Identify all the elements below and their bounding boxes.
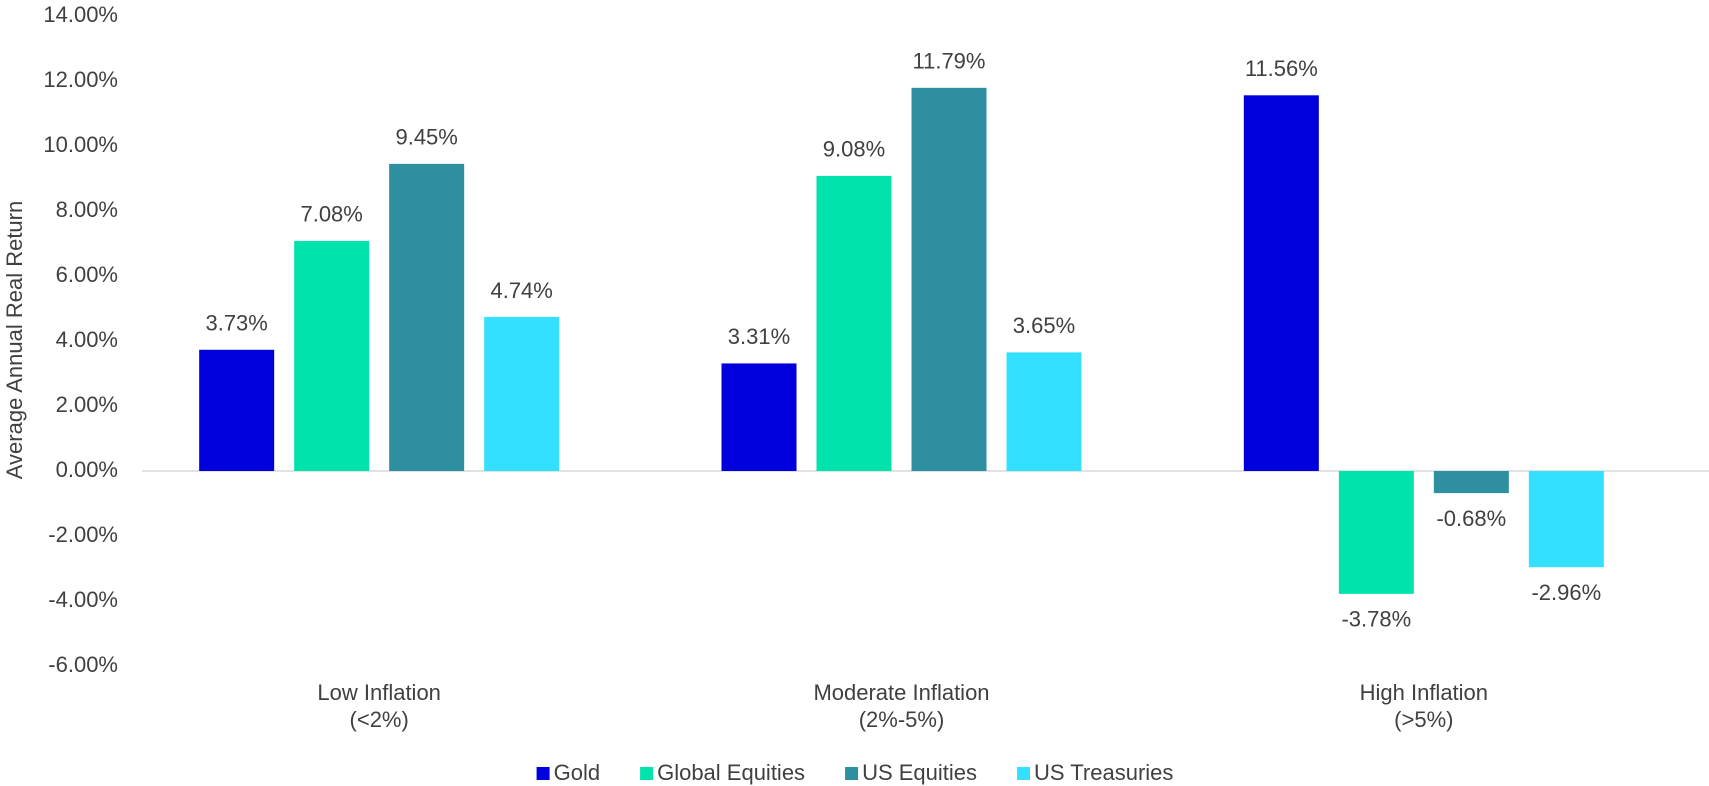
legend-label: US Equities xyxy=(862,760,977,785)
bar xyxy=(389,163,465,471)
value-label: 7.08% xyxy=(300,202,362,227)
value-label: 4.74% xyxy=(490,278,552,303)
bar xyxy=(1006,352,1082,471)
x-tick-label: Moderate Inflation xyxy=(813,680,989,705)
x-tick-label: High Inflation xyxy=(1360,680,1488,705)
x-tick-label: (2%-5%) xyxy=(859,707,945,732)
x-tick-label: Low Inflation xyxy=(317,680,441,705)
legend-swatch xyxy=(536,767,550,780)
bar xyxy=(199,349,275,471)
y-tick-label: 2.00% xyxy=(56,392,118,417)
y-tick-label: 0.00% xyxy=(56,457,118,482)
bar xyxy=(816,175,892,471)
bar xyxy=(911,87,987,471)
y-tick-label: 8.00% xyxy=(56,197,118,222)
y-tick-label: 10.00% xyxy=(43,132,118,157)
y-tick-label: -2.00% xyxy=(48,522,118,547)
legend-label: US Treasuries xyxy=(1034,760,1173,785)
legend-label: Gold xyxy=(554,760,600,785)
value-label: -0.68% xyxy=(1436,506,1506,531)
legend-swatch xyxy=(640,767,654,780)
value-label: 11.56% xyxy=(1245,56,1318,81)
bar xyxy=(1338,471,1414,594)
y-tick-label: -4.00% xyxy=(48,587,118,612)
x-tick-label: (<2%) xyxy=(350,707,409,732)
value-label: 3.65% xyxy=(1013,313,1075,338)
bar xyxy=(1528,471,1604,568)
value-label: 11.79% xyxy=(913,49,986,74)
y-tick-label: -6.00% xyxy=(48,652,118,677)
legend-swatch xyxy=(845,767,859,780)
y-tick-label: 12.00% xyxy=(43,67,118,92)
y-axis-title: Average Annual Real Return xyxy=(2,201,27,479)
y-tick-label: 6.00% xyxy=(56,262,118,287)
value-label: 3.73% xyxy=(205,311,267,336)
value-label: -3.78% xyxy=(1341,607,1411,632)
legend-swatch xyxy=(1017,767,1031,780)
value-label: 9.45% xyxy=(395,125,457,150)
bar xyxy=(484,316,560,471)
bar xyxy=(721,363,797,471)
value-label: 3.31% xyxy=(728,324,790,349)
legend-label: Global Equities xyxy=(657,760,805,785)
bar xyxy=(1433,471,1509,494)
bar xyxy=(294,240,370,471)
y-tick-label: 14.00% xyxy=(43,2,118,27)
bar xyxy=(1243,95,1319,472)
y-tick-label: 4.00% xyxy=(56,327,118,352)
value-label: 9.08% xyxy=(823,137,885,162)
x-tick-label: (>5%) xyxy=(1394,707,1453,732)
value-label: -2.96% xyxy=(1531,580,1601,605)
